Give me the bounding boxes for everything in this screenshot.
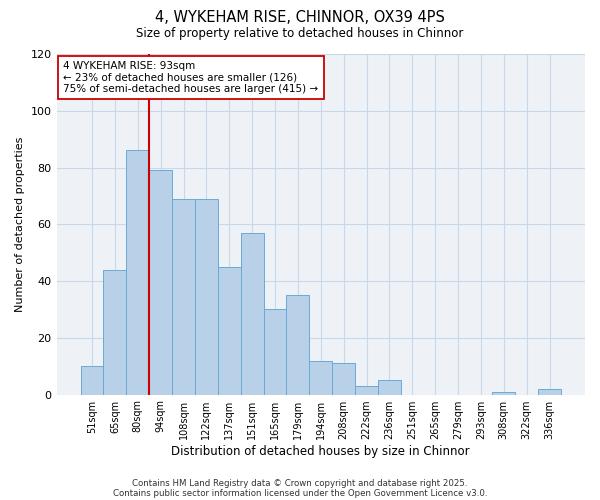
Y-axis label: Number of detached properties: Number of detached properties <box>15 136 25 312</box>
Bar <box>149 170 172 394</box>
Bar <box>195 198 218 394</box>
Bar <box>378 380 401 394</box>
Bar <box>355 386 378 394</box>
Bar <box>103 270 127 394</box>
Bar <box>538 389 561 394</box>
Text: 4, WYKEHAM RISE, CHINNOR, OX39 4PS: 4, WYKEHAM RISE, CHINNOR, OX39 4PS <box>155 10 445 25</box>
Bar <box>80 366 103 394</box>
Bar <box>332 364 355 394</box>
Text: Contains public sector information licensed under the Open Government Licence v3: Contains public sector information licen… <box>113 488 487 498</box>
X-axis label: Distribution of detached houses by size in Chinnor: Distribution of detached houses by size … <box>172 444 470 458</box>
Bar <box>241 233 263 394</box>
Text: 4 WYKEHAM RISE: 93sqm
← 23% of detached houses are smaller (126)
75% of semi-det: 4 WYKEHAM RISE: 93sqm ← 23% of detached … <box>64 61 319 94</box>
Bar <box>493 392 515 394</box>
Bar <box>218 267 241 394</box>
Text: Size of property relative to detached houses in Chinnor: Size of property relative to detached ho… <box>136 28 464 40</box>
Bar <box>310 360 332 394</box>
Bar <box>172 198 195 394</box>
Text: Contains HM Land Registry data © Crown copyright and database right 2025.: Contains HM Land Registry data © Crown c… <box>132 478 468 488</box>
Bar <box>286 295 310 394</box>
Bar <box>127 150 149 394</box>
Bar <box>263 310 286 394</box>
